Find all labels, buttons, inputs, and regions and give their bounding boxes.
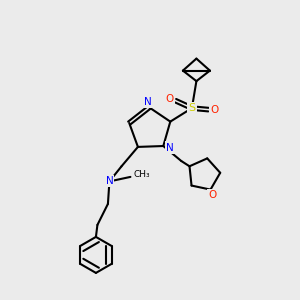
Text: O: O [210,105,218,115]
Text: N: N [166,142,174,152]
Text: CH₃: CH₃ [134,170,150,179]
Text: O: O [165,94,173,104]
Text: S: S [188,103,196,113]
Text: N: N [144,97,152,107]
Text: N: N [106,176,113,186]
Text: O: O [208,190,216,200]
